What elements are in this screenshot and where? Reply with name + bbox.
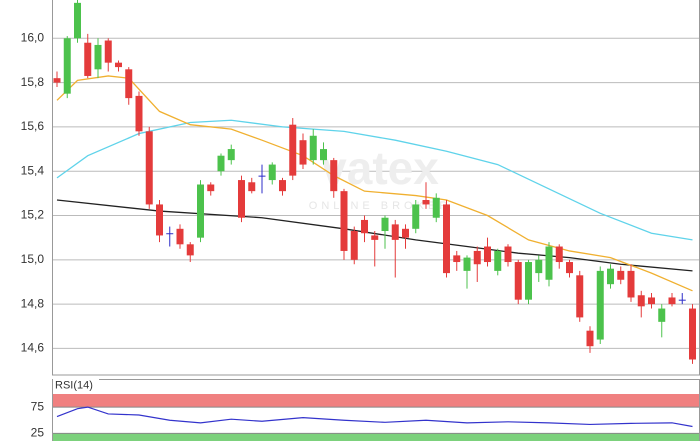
price-panel: vatex ONLINE BROKER (52, 0, 700, 364)
y-tick-label: 14,6 (21, 341, 45, 355)
candle-body (371, 235, 379, 240)
candle-body (94, 44, 102, 70)
candle-body (555, 246, 563, 263)
candle-body (432, 197, 440, 218)
rsi-tick-label: 75 (31, 399, 45, 413)
candle-body (473, 250, 481, 265)
candle-body (145, 131, 153, 205)
candle-body (463, 257, 471, 271)
candle-body (125, 69, 133, 99)
candle-body (268, 164, 276, 181)
y-tick-label: 15,6 (21, 119, 45, 133)
candle-body (637, 295, 645, 307)
candle-body (576, 275, 584, 318)
candle-body (135, 95, 143, 132)
rsi-band (53, 394, 699, 408)
watermark: vatex (321, 142, 439, 194)
candle-body (156, 204, 163, 236)
candle-body (186, 244, 194, 256)
candle-body (607, 268, 614, 285)
candle-body (227, 149, 235, 161)
candle-body (596, 270, 604, 340)
candle-body (402, 228, 409, 238)
candle-body (330, 160, 338, 192)
candle-body (535, 259, 543, 274)
watermark-sub: ONLINE BROKER (309, 200, 451, 212)
candle-body (104, 40, 112, 63)
candle-body (320, 149, 327, 161)
candle-body (453, 255, 461, 263)
candle-body (566, 262, 573, 274)
candle-body (443, 204, 450, 274)
candle-body (689, 308, 696, 360)
candle-body (74, 2, 81, 39)
y-tick-label: 15,8 (21, 75, 45, 89)
y-tick-label: 15,2 (21, 208, 45, 222)
rsi-panel (52, 394, 700, 441)
moving-average (56, 199, 693, 272)
candle-body (279, 180, 286, 192)
candle-body (63, 38, 71, 94)
candle-body (514, 262, 522, 300)
rsi-line (56, 406, 693, 428)
y-tick-label: 15,4 (21, 163, 45, 177)
candle-body (289, 124, 297, 176)
candle-body (586, 330, 594, 347)
candle-body (627, 270, 635, 298)
candle-body (299, 140, 307, 165)
candle-body (53, 78, 61, 83)
candle-body (361, 219, 368, 234)
rsi-band (53, 433, 699, 441)
candle-body (340, 191, 348, 251)
candle-body (207, 184, 215, 192)
candle-body (504, 246, 512, 263)
candle-body (494, 250, 502, 271)
candle-body (422, 200, 430, 205)
candle-body (258, 175, 266, 177)
candle-body (197, 184, 204, 238)
candle-body (658, 308, 666, 322)
candle-body (248, 182, 256, 192)
candle-body (678, 299, 686, 301)
candle-body (217, 155, 225, 172)
candle-body (166, 233, 174, 235)
candle-body (381, 217, 389, 232)
candle-body (617, 270, 625, 280)
candle-body (412, 204, 420, 229)
y-tick-label: 16,0 (21, 30, 45, 44)
candle-body (176, 228, 184, 245)
y-tick-label: 15,0 (21, 252, 45, 266)
candle-body (545, 246, 553, 280)
candle-body (648, 297, 655, 305)
candle-body (115, 62, 122, 68)
candle-body (484, 246, 491, 263)
candle-body (84, 42, 92, 76)
rsi-label-box (53, 379, 99, 391)
y-tick-label: 14,8 (21, 296, 45, 310)
candle-body (309, 135, 317, 161)
candle-body (238, 180, 245, 218)
rsi-tick-label: 25 (31, 426, 45, 440)
candle-body (350, 231, 358, 260)
candle-body (668, 297, 676, 305)
candle-body (525, 262, 532, 300)
y-axis: 14,614,815,015,215,415,615,816,016,22575 (21, 0, 45, 440)
candle-body (391, 224, 399, 240)
rsi-title: RSI(14) (55, 379, 93, 391)
